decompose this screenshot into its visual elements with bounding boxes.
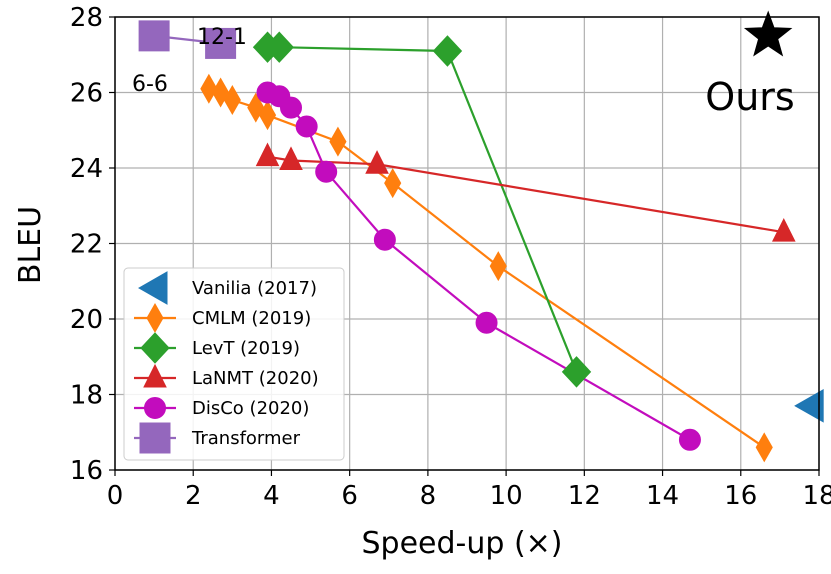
annotation-6-6: 6-6 xyxy=(132,72,168,97)
data-point-cmlm-2019 xyxy=(489,251,507,282)
legend-entry-lanmt-2020: LaNMT (2020) xyxy=(134,363,319,389)
legend-entry-disco-2020: DisCo (2020) xyxy=(134,397,309,419)
legend-marker-lanmt-2020 xyxy=(143,363,167,388)
x-axis-ticks: 0 2 4 6 8 10 12 14 16 18 xyxy=(107,470,831,511)
data-point-lanmt-2020 xyxy=(279,146,303,170)
data-point-disco-2020 xyxy=(373,228,396,251)
data-point-disco-2020 xyxy=(280,96,302,119)
data-point-lanmt-2020 xyxy=(365,150,389,174)
data-point-lanmt-2020 xyxy=(255,142,280,167)
data-point-levt-2019 xyxy=(561,356,592,388)
data-point-disco-2020 xyxy=(475,311,498,334)
ours-label: Ours xyxy=(705,75,794,119)
y-tick-label: 18 xyxy=(70,381,103,411)
legend-box xyxy=(123,267,345,461)
legend-marker-levt-2019 xyxy=(140,332,170,364)
series-markers xyxy=(138,20,824,463)
data-point-transformer xyxy=(205,27,237,59)
legend-entry-transformer: Transformer xyxy=(134,422,301,454)
y-axis-ticks: 16 18 20 22 24 26 28 xyxy=(70,3,115,486)
x-tick-label: 0 xyxy=(107,481,124,511)
legend-label: DisCo (2020) xyxy=(192,398,309,419)
y-tick-label: 26 xyxy=(70,79,103,109)
data-point-vanilia-2017 xyxy=(794,388,824,423)
x-tick-label: 6 xyxy=(341,481,358,511)
y-axis-label: BLEU xyxy=(13,206,48,284)
legend-label: CMLM (2019) xyxy=(192,308,311,329)
data-point-disco-2020 xyxy=(678,428,701,451)
data-point-disco-2020 xyxy=(315,160,338,183)
x-tick-label: 8 xyxy=(420,481,437,511)
y-tick-label: 28 xyxy=(70,3,103,33)
data-point-cmlm-2019 xyxy=(200,73,218,104)
ours-star-icon xyxy=(743,10,793,57)
legend-label: LevT (2019) xyxy=(192,338,300,359)
legend-label: LaNMT (2020) xyxy=(192,368,319,389)
y-tick-label: 24 xyxy=(70,154,103,184)
data-point-lanmt-2020 xyxy=(771,218,796,242)
x-tick-label: 4 xyxy=(263,481,280,511)
data-point-cmlm-2019 xyxy=(258,100,277,131)
legend: Vanilia (2017) CMLM (2019) LevT (2019) LaNM… xyxy=(123,267,345,461)
legend-entry-vanilia-2017: Vanilia (2017) xyxy=(137,271,317,305)
x-tick-label: 12 xyxy=(568,481,601,511)
legend-marker-disco-2020 xyxy=(144,397,166,419)
data-point-disco-2020 xyxy=(295,115,318,138)
x-tick-label: 2 xyxy=(185,481,202,511)
x-tick-label: 16 xyxy=(724,481,757,511)
annotation-12-1: 12-1 xyxy=(197,25,247,50)
y-tick-label: 16 xyxy=(70,456,103,486)
data-point-transformer xyxy=(138,20,170,52)
data-point-levt-2019 xyxy=(264,31,294,63)
x-tick-label: 18 xyxy=(802,481,831,511)
legend-label: Vanilia (2017) xyxy=(192,278,317,299)
data-point-cmlm-2019 xyxy=(223,85,241,116)
data-point-cmlm-2019 xyxy=(384,168,402,199)
x-axis-label: Speed-up (×) xyxy=(361,526,562,561)
x-tick-label: 10 xyxy=(490,481,523,511)
data-point-levt-2019 xyxy=(432,35,463,67)
y-tick-label: 20 xyxy=(70,305,103,335)
legend-entry-levt-2019: LevT (2019) xyxy=(134,332,300,364)
y-tick-label: 22 xyxy=(70,230,103,260)
x-tick-label: 14 xyxy=(646,481,679,511)
legend-marker-transformer xyxy=(139,422,171,454)
data-point-cmlm-2019 xyxy=(755,432,773,463)
data-point-cmlm-2019 xyxy=(329,126,347,157)
legend-marker-cmlm-2019 xyxy=(146,302,164,334)
annotations: 12-1 6-6 xyxy=(132,25,247,97)
legend-label: Transformer xyxy=(191,428,301,449)
legend-entry-cmlm-2019: CMLM (2019) xyxy=(134,302,311,334)
series-line-lanmt-2020 xyxy=(267,155,784,234)
legend-marker-vanilia-2017 xyxy=(137,271,168,305)
ours-marker-group: Ours xyxy=(705,10,795,119)
